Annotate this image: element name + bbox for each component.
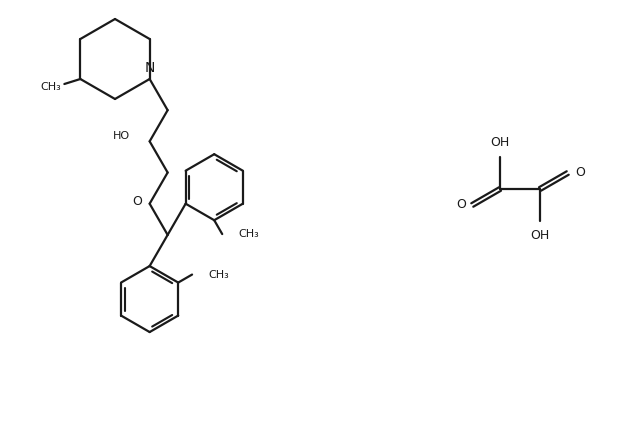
Text: O: O — [576, 166, 586, 179]
Text: CH₃: CH₃ — [40, 82, 61, 92]
Text: CH₃: CH₃ — [238, 229, 259, 239]
Text: OH: OH — [490, 136, 509, 149]
Text: O: O — [456, 198, 467, 211]
Text: OH: OH — [531, 229, 550, 242]
Text: O: O — [132, 195, 141, 208]
Text: N: N — [145, 61, 155, 75]
Text: CH₃: CH₃ — [208, 270, 229, 280]
Text: HO: HO — [113, 131, 130, 141]
